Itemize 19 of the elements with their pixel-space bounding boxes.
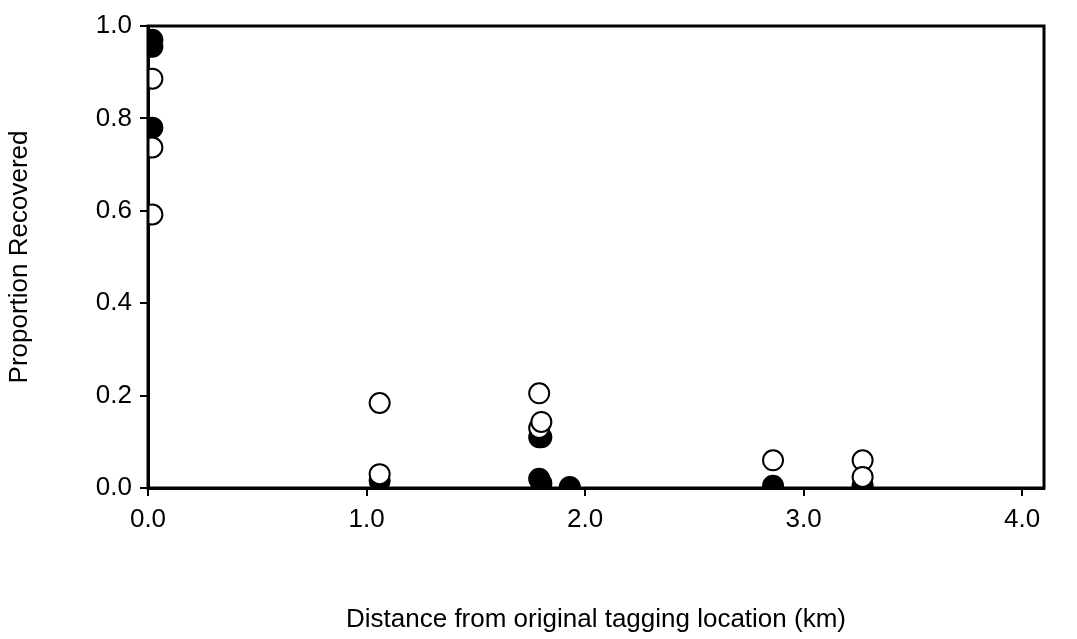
y-tick-label: 0.4	[95, 286, 132, 317]
y-tick-label: 0.2	[95, 378, 132, 409]
x-tick-label: 2.0	[567, 502, 604, 533]
y-tick-label: 0.8	[95, 101, 132, 132]
point	[851, 465, 874, 488]
x-tick-label: 3.0	[785, 502, 822, 533]
point	[528, 382, 551, 405]
y-tick-label: 0.6	[95, 193, 132, 224]
y-tick-label: 0.0	[95, 471, 132, 502]
x-tick-label: 4.0	[1004, 502, 1041, 533]
point	[530, 410, 553, 433]
point	[368, 391, 391, 414]
x-tick-label: 1.0	[348, 502, 385, 533]
y-axis-title: Proportion Recovered	[2, 130, 33, 384]
y-tick-label: 1.0	[95, 9, 132, 40]
x-axis-title: Distance from original tagging location (km)	[346, 602, 846, 633]
point	[368, 463, 391, 486]
point	[762, 449, 785, 472]
x-tick-label: 0.0	[129, 502, 167, 533]
